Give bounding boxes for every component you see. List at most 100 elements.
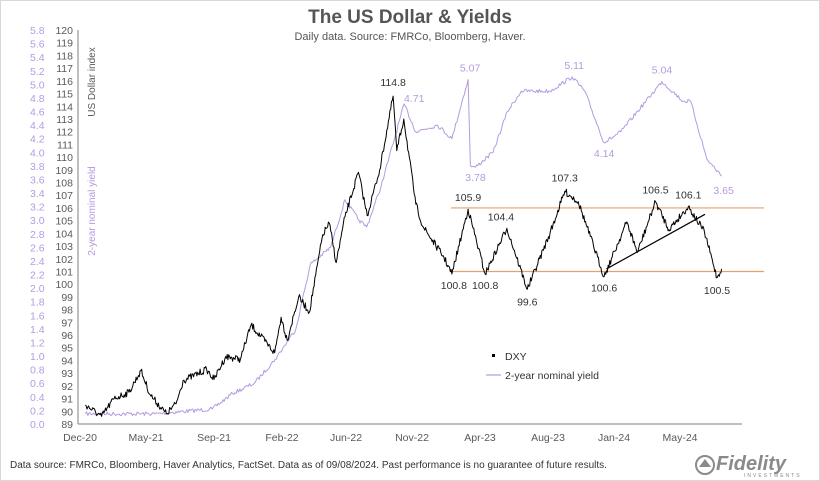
yield-data-label: 5.07 (460, 63, 481, 75)
y-dxy-tick-label: 111 (57, 139, 73, 151)
y-dxy-tick-label: 92 (61, 381, 73, 393)
y-yield-tick-label: 3.6 (30, 174, 45, 186)
x-tick-label: May-21 (128, 432, 163, 444)
y-yield-tick-label: 0.6 (30, 378, 45, 390)
y-dxy-tick-label: 115 (56, 89, 73, 101)
legend-swatch-dxy (492, 354, 495, 357)
yield-data-label: 5.04 (652, 65, 673, 77)
y-yield-tick-label: 4.0 (30, 147, 45, 159)
y-yield-tick-label: 5.8 (30, 25, 45, 37)
y-yield-tick-label: 1.2 (30, 337, 45, 349)
y-dxy-tick-label: 119 (56, 38, 73, 50)
y-yield-tick-label: 3.2 (30, 202, 45, 214)
yield-data-label: 3.78 (465, 172, 486, 184)
y-dxy-tick-label: 91 (61, 394, 73, 406)
y-yield-tick-label: 2.4 (30, 256, 45, 268)
y-yield-tick-label: 4.8 (30, 93, 45, 105)
y-yield-tick-label: 0.2 (30, 405, 45, 417)
dxy-data-label: 99.6 (517, 296, 538, 308)
chart-title: The US Dollar & Yields (308, 7, 512, 28)
dxy-data-label: 105.9 (455, 192, 481, 204)
x-tick-label: Jan-24 (598, 432, 630, 444)
dxy-data-label: 106.1 (675, 190, 701, 202)
chart-subtitle: Daily data. Source: FMRCo, Bloomberg, Ha… (294, 31, 526, 43)
legend-label-yield: 2-year nominal yield (505, 370, 599, 382)
y-yield-tick-label: 1.6 (30, 310, 45, 322)
y-dxy-tick-label: 95 (61, 343, 73, 355)
y-dxy-tick-label: 108 (55, 178, 73, 190)
y-yield-tick-label: 2.0 (30, 283, 45, 295)
y-dxy-tick-label: 96 (61, 330, 73, 342)
x-tick-label: Apr-23 (464, 432, 496, 444)
legend-label-dxy: DXY (505, 351, 527, 363)
y-dxy-tick-label: 110 (56, 152, 73, 164)
y-yield-tick-label: 5.6 (30, 39, 45, 51)
x-tick-label: May-24 (662, 432, 697, 444)
fidelity-logo: Fidelity INVESTMENTS (694, 452, 812, 479)
y-dxy-tick-label: 116 (56, 76, 73, 88)
dxy-data-label: 100.5 (704, 285, 730, 297)
y-dxy-tick-label: 97 (61, 317, 73, 329)
y-dxy-tick-label: 99 (61, 292, 73, 304)
y-yield-tick-label: 5.2 (30, 66, 45, 78)
y-yield-tick-label: 0.8 (30, 365, 45, 377)
x-tick-label: Jun-22 (330, 432, 362, 444)
y-dxy-tick-label: 113 (56, 114, 73, 126)
x-tick-label: Nov-22 (395, 432, 429, 444)
dxy-data-label: 106.5 (642, 185, 668, 197)
y-yield-axis-label: 2-year nominal yield (87, 166, 98, 256)
y-yield-tick-label: 5.0 (30, 79, 45, 91)
y-yield-tick-label: 1.4 (30, 324, 45, 336)
x-tick-label: Aug-23 (531, 432, 565, 444)
series-line-yield (84, 76, 722, 417)
y-dxy-tick-label: 117 (56, 63, 73, 75)
y-yield-tick-label: 2.2 (30, 270, 45, 282)
trend-line (606, 213, 706, 270)
yield-data-label: 4.14 (594, 148, 615, 160)
y-yield-tick-label: 4.6 (30, 107, 45, 119)
y-yield-tick-label: 1.8 (30, 297, 45, 309)
y-dxy-tick-label: 106 (55, 203, 73, 215)
y-dxy-tick-label: 105 (55, 216, 73, 228)
y-dxy-tick-label: 107 (55, 190, 73, 202)
logo-wordmark: Fidelity (716, 453, 787, 475)
y-dxy-tick-label: 112 (56, 127, 73, 139)
y-dxy-tick-label: 120 (55, 25, 73, 37)
y-dxy-tick-label: 101 (55, 266, 73, 278)
dxy-data-label: 107.3 (552, 172, 578, 184)
y-yield-tick-label: 0.0 (30, 419, 45, 431)
y-dxy-tick-label: 98 (61, 305, 73, 317)
x-tick-label: Dec-20 (63, 432, 97, 444)
yield-data-label: 3.65 (713, 185, 734, 197)
y-yield-tick-label: 3.8 (30, 161, 45, 173)
y-yield-tick-label: 3.0 (30, 215, 45, 227)
y-dxy-tick-label: 103 (55, 241, 73, 253)
x-tick-label: Sep-21 (197, 432, 231, 444)
y-dxy-tick-label: 109 (55, 165, 73, 177)
y-dxy-tick-label: 94 (61, 355, 73, 367)
dxy-data-label: 114.8 (380, 77, 406, 89)
fidelity-logo-icon (695, 455, 715, 475)
y-yield-tick-label: 3.4 (30, 188, 45, 200)
logo-tagline: INVESTMENTS (744, 473, 802, 479)
dxy-data-label: 104.4 (488, 211, 514, 223)
dxy-data-label: 100.8 (472, 280, 498, 292)
x-tick-label: Feb-22 (265, 432, 298, 444)
y-dxy-axis-label: US Dollar index (87, 47, 98, 116)
y-dxy-tick-label: 93 (61, 368, 73, 380)
y-dxy-tick-label: 104 (55, 228, 73, 240)
dxy-data-label: 100.6 (591, 283, 617, 295)
y-yield-tick-label: 2.6 (30, 242, 45, 254)
y-dxy-tick-label: 89 (61, 419, 73, 431)
y-dxy-tick-label: 114 (56, 101, 73, 113)
y-yield-tick-label: 5.4 (30, 52, 45, 64)
y-yield-tick-label: 4.4 (30, 120, 45, 132)
series-line-dxy (85, 95, 723, 417)
y-yield-tick-label: 4.2 (30, 134, 45, 146)
yield-data-label: 5.11 (564, 60, 584, 72)
yield-data-label: 4.71 (404, 93, 425, 105)
y-dxy-tick-label: 118 (56, 50, 73, 62)
y-dxy-tick-label: 100 (55, 279, 73, 291)
footer-note: Data source: FMRCo, Bloomberg, Haver Ana… (10, 460, 607, 471)
